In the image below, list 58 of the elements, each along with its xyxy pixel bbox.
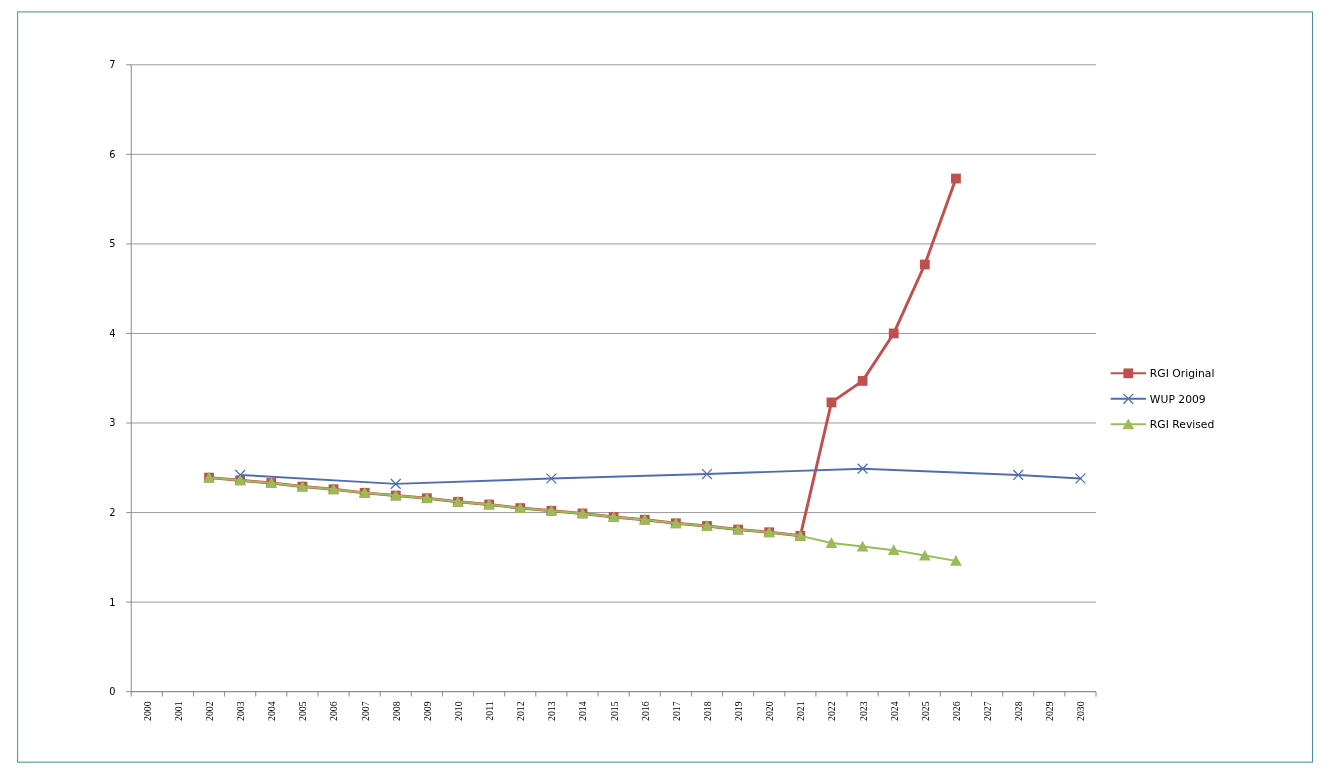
x-tick-label: 2014 bbox=[577, 701, 589, 721]
x-tick-label: 2030 bbox=[1075, 701, 1087, 721]
x-tick-label: 2028 bbox=[1013, 701, 1025, 721]
x-tick-label: 2026 bbox=[950, 701, 962, 721]
x-tick-label: 2027 bbox=[981, 701, 993, 721]
y-tick-label: 0 bbox=[109, 686, 116, 698]
x-tick-label: 2009 bbox=[421, 701, 433, 721]
y-tick-label: 2 bbox=[109, 506, 116, 518]
x-tick-label: 2016 bbox=[639, 701, 651, 721]
point bbox=[887, 544, 900, 556]
x-tick-label: 2001 bbox=[172, 701, 184, 721]
x-tick-label: 2019 bbox=[733, 701, 745, 721]
legend-label: WUP 2009 bbox=[1149, 392, 1206, 406]
x-tick-label: 2011 bbox=[484, 701, 496, 721]
x-tick-label: 2024 bbox=[888, 701, 900, 721]
point bbox=[857, 376, 868, 386]
x-tick-label: 2004 bbox=[266, 701, 278, 721]
x-tick-label: 2013 bbox=[546, 701, 558, 721]
point bbox=[950, 555, 962, 566]
point bbox=[918, 549, 931, 561]
x-tick-label: 2012 bbox=[515, 701, 527, 721]
legend-label: RGI Revised bbox=[1149, 418, 1215, 432]
x-tick-label: 2003 bbox=[235, 701, 247, 721]
x-tick-label: 2018 bbox=[701, 701, 713, 721]
x-tick-label: 2006 bbox=[328, 701, 340, 721]
x-tick-label: 2029 bbox=[1044, 701, 1056, 721]
y-tick-label: 4 bbox=[109, 327, 116, 339]
x-tick-label: 2005 bbox=[297, 701, 309, 721]
x-tick-label: 2002 bbox=[203, 701, 215, 721]
x-tick-label: 2010 bbox=[452, 701, 464, 721]
y-tick-label: 3 bbox=[109, 417, 116, 429]
x-tick-label: 2008 bbox=[390, 701, 402, 721]
point bbox=[919, 259, 930, 270]
x-tick-label: 2000 bbox=[141, 701, 153, 721]
y-tick-label: 1 bbox=[109, 596, 116, 608]
point bbox=[856, 540, 869, 552]
x-tick-label: 2015 bbox=[608, 701, 620, 721]
x-tick-label: 2025 bbox=[919, 701, 931, 721]
x-tick-label: 2023 bbox=[857, 701, 869, 721]
x-tick-label: 2007 bbox=[359, 701, 371, 721]
point bbox=[1074, 472, 1086, 485]
x-tick-label: 2022 bbox=[826, 701, 838, 721]
point bbox=[857, 463, 869, 475]
x-tick-label: 2020 bbox=[764, 701, 776, 721]
legend-label: RGI Original bbox=[1149, 367, 1215, 381]
point bbox=[951, 173, 961, 184]
point bbox=[234, 469, 246, 481]
y-tick-label: 7 bbox=[109, 59, 116, 71]
point bbox=[701, 468, 713, 480]
y-tick-label: 5 bbox=[109, 238, 116, 250]
point bbox=[545, 472, 557, 485]
x-tick-label: 2017 bbox=[670, 701, 682, 721]
x-tick-label: 2021 bbox=[795, 701, 807, 721]
point bbox=[825, 537, 838, 548]
point bbox=[888, 328, 899, 339]
point bbox=[390, 478, 402, 490]
point bbox=[1012, 469, 1024, 481]
y-tick-label: 6 bbox=[109, 148, 116, 160]
